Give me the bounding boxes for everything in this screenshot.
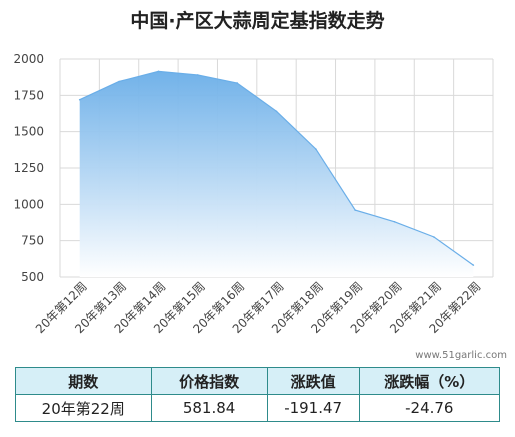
y-tick-label: 500 bbox=[21, 270, 44, 284]
y-tick-label: 2000 bbox=[13, 52, 44, 66]
data-point bbox=[393, 220, 396, 223]
watermark: www.51garlic.com bbox=[415, 350, 507, 361]
y-tick-label: 1750 bbox=[13, 88, 44, 102]
area-fill bbox=[79, 71, 474, 278]
header-change-percent: 涨跌幅（%） bbox=[358, 367, 501, 395]
data-point bbox=[433, 236, 435, 238]
data-point bbox=[157, 70, 160, 73]
y-tick-label: 1500 bbox=[13, 125, 44, 139]
cell-change-percent: -24.76 bbox=[358, 394, 501, 422]
x-axis-labels: 20年第12周20年第13周20年第14周20年第15周20年第16周20年第1… bbox=[33, 279, 484, 336]
area-chart: 500 750 1000 1250 1500 1750 2000 20年第12周20年第13… bbox=[13, 52, 494, 336]
cell-price-index: 581.84 bbox=[150, 394, 268, 422]
table-header-row: 期数 价格指数 涨跌值 涨跌幅（%） bbox=[15, 367, 501, 395]
stats-table: 期数 价格指数 涨跌值 涨跌幅（%） 20年第22周 581.84 -191.4… bbox=[15, 367, 501, 422]
data-point bbox=[354, 209, 357, 211]
area-series bbox=[78, 70, 475, 278]
data-point bbox=[236, 82, 238, 84]
data-point bbox=[275, 110, 278, 113]
header-change-value: 涨跌值 bbox=[266, 367, 360, 395]
data-point bbox=[196, 74, 199, 76]
data-point bbox=[118, 80, 120, 83]
chart-title: 中国·产区大蒜周定基指数走势 bbox=[130, 10, 385, 32]
data-point bbox=[315, 148, 317, 150]
y-tick-label: 1250 bbox=[13, 161, 44, 175]
cell-change-value: -191.47 bbox=[266, 394, 360, 422]
header-price-index: 价格指数 bbox=[150, 367, 268, 395]
y-tick-label: 750 bbox=[21, 234, 44, 248]
data-point bbox=[472, 264, 475, 266]
header-period: 期数 bbox=[15, 367, 152, 395]
y-tick-label: 1000 bbox=[13, 197, 44, 211]
y-axis-labels: 500 750 1000 1250 1500 1750 2000 bbox=[13, 52, 44, 284]
table-row: 20年第22周 581.84 -191.47 -24.76 bbox=[15, 394, 501, 422]
data-point bbox=[78, 98, 81, 101]
cell-period: 20年第22周 bbox=[15, 394, 152, 422]
